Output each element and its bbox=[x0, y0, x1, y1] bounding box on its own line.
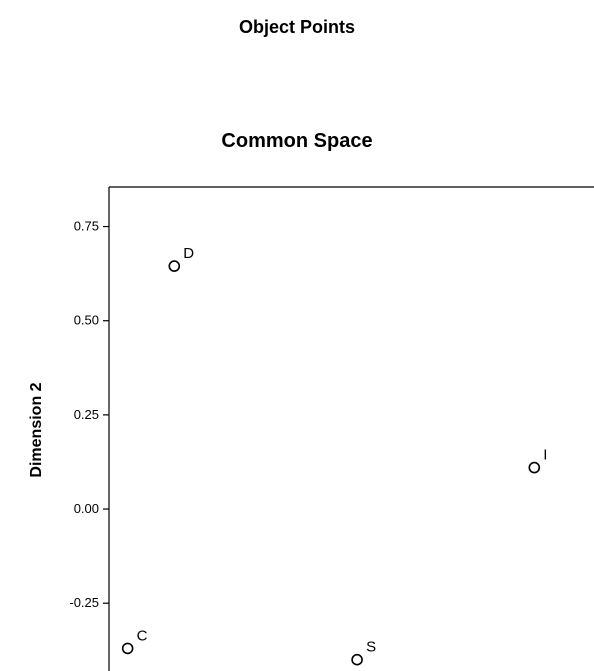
data-point-marker bbox=[121, 642, 134, 655]
data-point-label: D bbox=[183, 245, 194, 262]
data-point-marker bbox=[351, 653, 363, 666]
data-point-marker bbox=[528, 461, 541, 474]
chart-title: Common Space bbox=[221, 130, 373, 152]
data-point-label: S bbox=[366, 639, 376, 656]
y-tick-label: -0.25 bbox=[69, 595, 99, 610]
plot-frame bbox=[108, 186, 594, 671]
y-tick-label: 0.50 bbox=[74, 313, 99, 328]
data-points: D I C S bbox=[121, 245, 547, 666]
page-heading: Object Points bbox=[238, 17, 355, 37]
y-tick-label: 0.25 bbox=[74, 407, 99, 422]
data-point-label: C bbox=[137, 627, 148, 644]
data-point-marker bbox=[168, 260, 181, 272]
data-point-label: I bbox=[543, 447, 547, 464]
y-tick-label: 0.00 bbox=[74, 501, 99, 516]
y-tick-label: 0.75 bbox=[74, 219, 99, 234]
y-axis-ticks: 0.75 0.50 0.25 0.00 -0.25 bbox=[69, 219, 109, 610]
